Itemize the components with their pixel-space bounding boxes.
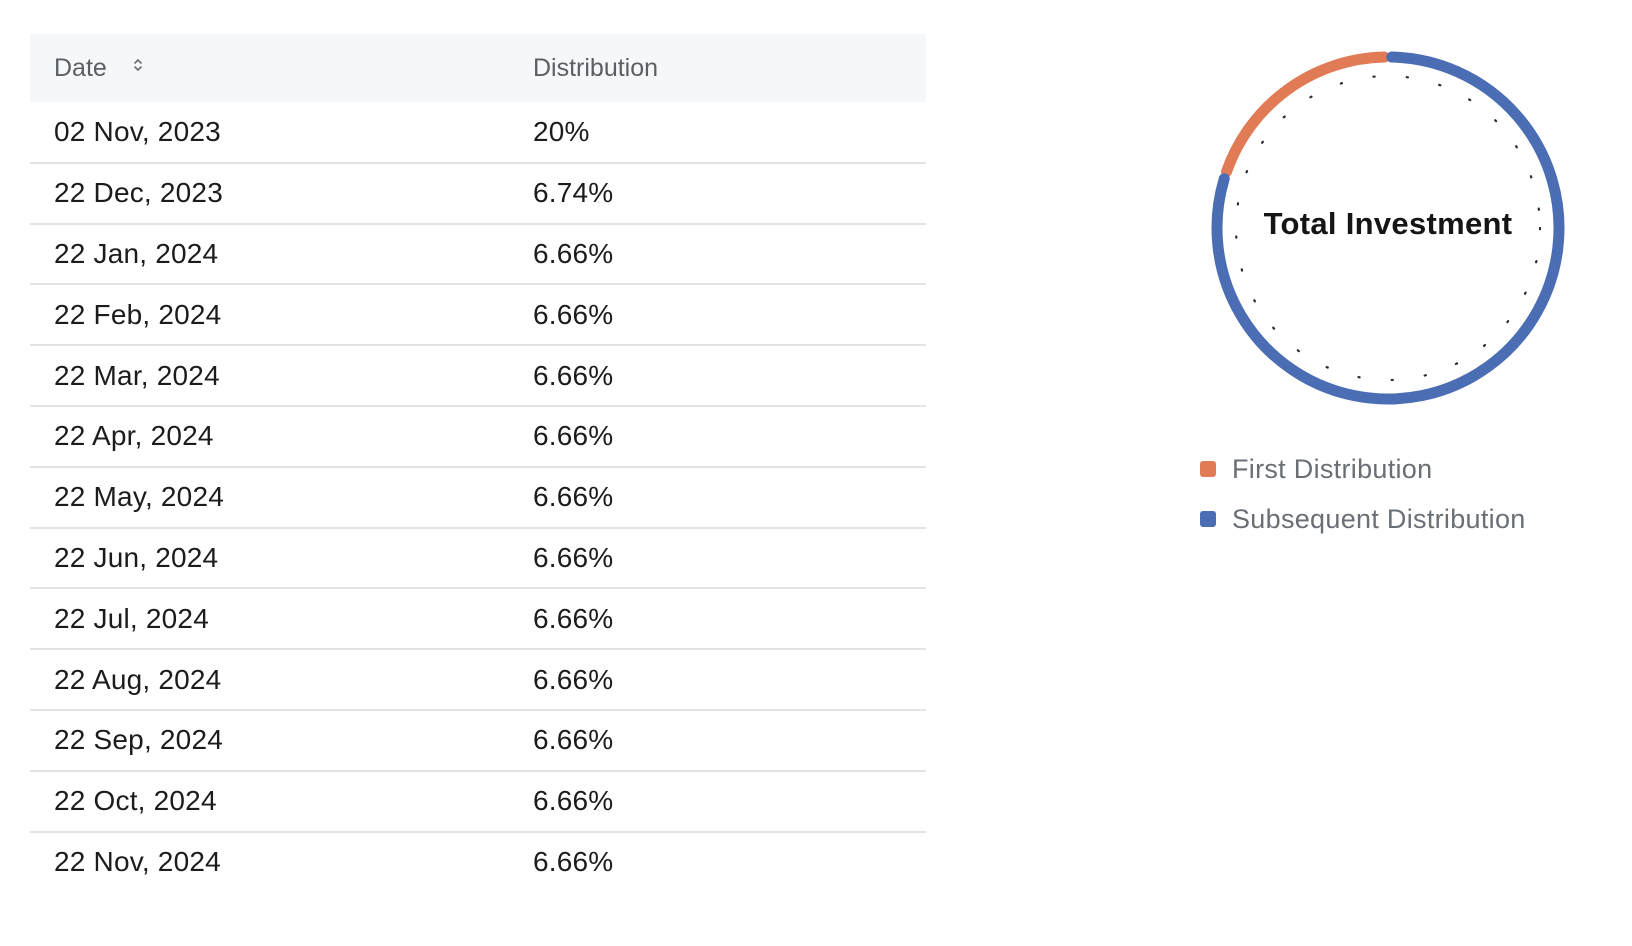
table-row: 22 Jan, 2024 6.66% [30,224,926,285]
row-distribution-cell: 6.66% [533,541,614,573]
row-distribution-cell: 6.66% [533,359,614,391]
investment-donut-chart [1211,51,1565,405]
row-distribution-cell: 6.66% [533,602,614,634]
table-row: 22 Jun, 2024 6.66% [30,528,926,589]
table-header-row: Date Distribution [30,34,926,102]
table-row: 22 Aug, 2024 6.66% [30,649,926,710]
date-column-header[interactable]: Date [30,34,533,102]
table-row: 22 Oct, 2024 6.66% [30,771,926,832]
row-date-cell: 22 Aug, 2024 [54,663,222,695]
row-distribution-cell: 6.66% [533,846,614,878]
investment-donut-panel: Total Investment First Distribution Subse… [1190,30,1610,550]
row-distribution-cell: 6.66% [533,785,614,817]
row-distribution-cell: 6.66% [533,237,614,269]
donut-legend: First Distribution Subsequent Distributio… [1200,444,1526,544]
row-date-cell: 22 Jul, 2024 [54,602,209,634]
row-distribution-cell: 6.66% [533,420,614,452]
donut-inner-dotted-ring [1234,74,1542,382]
table-body: 02 Nov, 2023 20% 22 Dec, 2023 6.74% 22 Jan, … [30,102,926,892]
row-date-cell: 22 Feb, 2024 [54,298,222,330]
row-date-cell: 02 Nov, 2023 [54,115,221,147]
donut-segment[interactable] [1211,51,1565,405]
table-row: 02 Nov, 2023 20% [30,102,926,163]
row-date-cell: 22 Jan, 2024 [54,237,219,269]
table-row: 22 Dec, 2023 6.74% [30,163,926,224]
donut-center-label: Total Investment [1263,206,1513,241]
distribution-table: Date Distribution 02 Nov, 2023 20% 22 Dec,… [30,34,926,892]
row-date-cell: 22 May, 2024 [54,481,224,513]
donut-segment[interactable] [1221,51,1390,178]
table-row: 22 Apr, 2024 6.66% [30,406,926,467]
legend-label: Subsequent Distribution [1232,503,1526,534]
table-row: 22 Nov, 2024 6.66% [30,832,926,893]
row-date-cell: 22 Apr, 2024 [54,420,214,452]
distribution-column-header: Distribution [533,53,659,82]
row-date-cell: 22 Mar, 2024 [54,359,220,391]
row-distribution-cell: 6.66% [533,481,614,513]
row-date-cell: 22 Dec, 2023 [54,177,223,209]
table-row: 22 Feb, 2024 6.66% [30,284,926,346]
row-date-cell: 22 Oct, 2024 [54,785,217,817]
legend-item: Subsequent Distribution [1200,494,1526,544]
row-distribution-cell: 6.66% [533,298,614,330]
distribution-table-container: Date Distribution 02 Nov, 2023 20% 22 Dec,… [30,34,926,892]
legend-swatch [1200,511,1216,527]
table-row: 22 Sep, 2024 6.66% [30,710,926,771]
table-row: 22 Jul, 2024 6.66% [30,588,926,650]
row-distribution-cell: 6.74% [533,177,614,209]
table-row: 22 May, 2024 6.66% [30,467,926,528]
legend-item: First Distribution [1200,444,1526,494]
row-date-cell: 22 Sep, 2024 [54,724,223,756]
row-date-cell: 22 Nov, 2024 [54,846,221,878]
legend-swatch [1200,461,1216,477]
date-header-label: Date [54,53,107,82]
table-header: Date Distribution [30,34,926,102]
row-distribution-cell: 20% [533,115,590,147]
row-distribution-cell: 6.66% [533,724,614,756]
table-row: 22 Mar, 2024 6.66% [30,345,926,406]
legend-label: First Distribution [1232,453,1433,484]
sort-updown-icon[interactable] [132,52,144,81]
row-distribution-cell: 6.66% [533,663,614,695]
row-date-cell: 22 Jun, 2024 [54,541,219,573]
